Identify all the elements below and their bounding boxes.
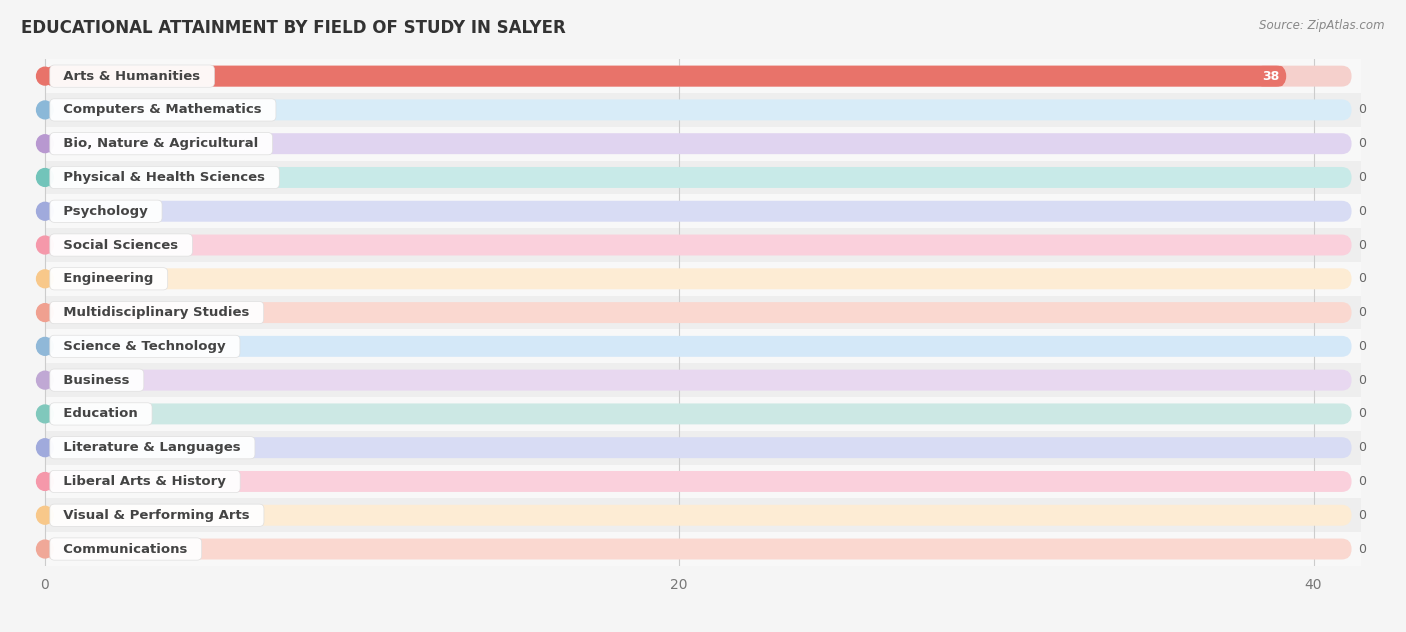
Text: Arts & Humanities: Arts & Humanities	[55, 70, 209, 83]
Bar	[45, 228, 1361, 262]
Bar	[45, 127, 1361, 161]
Text: 0: 0	[1358, 475, 1365, 488]
Text: Physical & Health Sciences: Physical & Health Sciences	[55, 171, 274, 184]
Circle shape	[37, 169, 53, 186]
Text: EDUCATIONAL ATTAINMENT BY FIELD OF STUDY IN SALYER: EDUCATIONAL ATTAINMENT BY FIELD OF STUDY…	[21, 19, 565, 37]
FancyBboxPatch shape	[45, 403, 1351, 424]
Circle shape	[37, 371, 53, 389]
FancyBboxPatch shape	[45, 99, 1351, 120]
Bar	[45, 93, 1361, 127]
Circle shape	[37, 473, 53, 490]
FancyBboxPatch shape	[45, 505, 1351, 526]
Text: Business: Business	[55, 374, 139, 387]
Circle shape	[37, 135, 53, 152]
Text: Communications: Communications	[55, 542, 197, 556]
Text: Computers & Mathematics: Computers & Mathematics	[55, 104, 271, 116]
FancyBboxPatch shape	[45, 538, 1351, 559]
FancyBboxPatch shape	[45, 437, 1351, 458]
Text: 0: 0	[1358, 205, 1365, 218]
Text: Science & Technology: Science & Technology	[55, 340, 235, 353]
Text: Literature & Languages: Literature & Languages	[55, 441, 250, 454]
FancyBboxPatch shape	[45, 336, 1351, 357]
Text: 38: 38	[1263, 70, 1279, 83]
Circle shape	[37, 101, 53, 119]
Circle shape	[37, 506, 53, 524]
FancyBboxPatch shape	[45, 269, 1351, 289]
Text: Engineering: Engineering	[55, 272, 163, 285]
Text: Social Sciences: Social Sciences	[55, 238, 188, 252]
Text: 0: 0	[1358, 340, 1365, 353]
Circle shape	[37, 337, 53, 355]
Text: 0: 0	[1358, 509, 1365, 522]
Circle shape	[37, 304, 53, 322]
Circle shape	[37, 405, 53, 423]
Bar	[45, 465, 1361, 499]
Text: 0: 0	[1358, 408, 1365, 420]
Bar	[45, 532, 1361, 566]
FancyBboxPatch shape	[45, 234, 1351, 255]
Text: 0: 0	[1358, 272, 1365, 285]
Bar	[45, 329, 1361, 363]
Circle shape	[37, 270, 53, 288]
Text: Psychology: Psychology	[55, 205, 157, 218]
Text: Education: Education	[55, 408, 148, 420]
FancyBboxPatch shape	[45, 201, 1351, 222]
FancyBboxPatch shape	[45, 167, 1351, 188]
Text: Visual & Performing Arts: Visual & Performing Arts	[55, 509, 259, 522]
Bar	[45, 296, 1361, 329]
Text: 0: 0	[1358, 441, 1365, 454]
Text: Liberal Arts & History: Liberal Arts & History	[55, 475, 236, 488]
Circle shape	[37, 439, 53, 456]
Circle shape	[37, 67, 53, 85]
Text: 0: 0	[1358, 171, 1365, 184]
Text: Bio, Nature & Agricultural: Bio, Nature & Agricultural	[55, 137, 269, 150]
Text: 0: 0	[1358, 137, 1365, 150]
FancyBboxPatch shape	[45, 471, 1351, 492]
Text: Multidisciplinary Studies: Multidisciplinary Studies	[55, 306, 259, 319]
Bar	[45, 161, 1361, 195]
Bar	[45, 363, 1361, 397]
Circle shape	[37, 540, 53, 558]
Text: 0: 0	[1358, 238, 1365, 252]
Bar	[45, 499, 1361, 532]
FancyBboxPatch shape	[45, 66, 1286, 87]
Circle shape	[37, 202, 53, 220]
Text: 0: 0	[1358, 104, 1365, 116]
Text: Source: ZipAtlas.com: Source: ZipAtlas.com	[1260, 19, 1385, 32]
Bar	[45, 59, 1361, 93]
Bar	[45, 262, 1361, 296]
Bar	[45, 431, 1361, 465]
FancyBboxPatch shape	[45, 302, 1351, 323]
FancyBboxPatch shape	[45, 133, 1351, 154]
Bar	[45, 397, 1361, 431]
Text: 0: 0	[1358, 374, 1365, 387]
FancyBboxPatch shape	[45, 66, 1351, 87]
Bar	[45, 195, 1361, 228]
Text: 0: 0	[1358, 306, 1365, 319]
Circle shape	[37, 236, 53, 254]
Text: 0: 0	[1358, 542, 1365, 556]
FancyBboxPatch shape	[45, 370, 1351, 391]
